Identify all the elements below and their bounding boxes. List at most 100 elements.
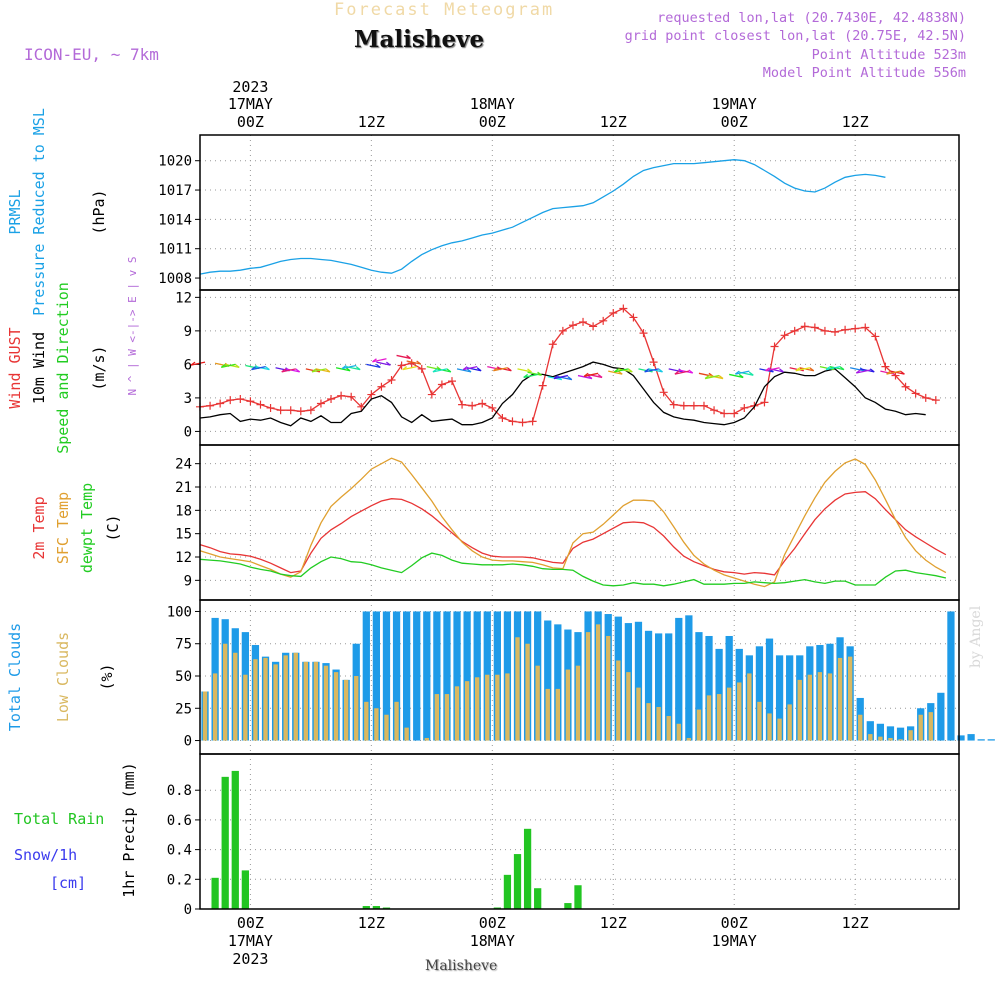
wind-direction-arrow-head xyxy=(583,372,589,377)
wind-direction-arrow-head xyxy=(738,373,744,378)
time-axis-bottom-label: 00Z xyxy=(237,914,264,932)
wind-direction-arrow-head xyxy=(462,366,468,371)
low-cloud-bar xyxy=(545,688,550,741)
gust-marker xyxy=(528,417,537,426)
gust-marker xyxy=(377,382,386,391)
y-tick-label: 1017 xyxy=(158,183,192,199)
panel4-side-label: Total Clouds xyxy=(6,623,24,731)
low-cloud-bar xyxy=(696,709,702,741)
y-tick-label: 9 xyxy=(184,324,192,340)
wind-direction-arrow xyxy=(315,368,331,373)
panel2-y-label: (m/s) xyxy=(90,345,108,390)
wind-direction-arrow xyxy=(644,368,659,373)
gust-marker xyxy=(891,371,900,380)
y-tick-label: 0.2 xyxy=(167,872,192,888)
wind-direction-arrow xyxy=(850,367,865,372)
rain-bar xyxy=(231,770,239,909)
low-cloud-bar xyxy=(374,708,379,741)
gust-marker xyxy=(820,326,829,335)
total-cloud-bar xyxy=(372,611,381,741)
total-cloud-bar xyxy=(675,617,683,741)
wind-direction-arrow-head xyxy=(506,367,512,372)
time-axis-top-label: 00Z xyxy=(479,113,506,131)
low-cloud-bar xyxy=(606,635,611,741)
rain-bar xyxy=(513,854,522,909)
low-cloud-bar xyxy=(515,637,520,741)
total-cloud-bar xyxy=(705,635,713,741)
gust-marker xyxy=(790,326,799,335)
rain-bar xyxy=(564,903,572,909)
time-axis-bottom-label: 12Z xyxy=(600,914,627,932)
y-tick-label: 0.8 xyxy=(167,783,192,799)
y-tick-label: 0.4 xyxy=(167,843,192,859)
gust-marker xyxy=(206,401,215,410)
panel5-side-label-rain: Total Rain xyxy=(14,810,104,828)
wind-direction-arrow xyxy=(523,373,538,379)
time-axis-bottom-label: 18MAY xyxy=(470,932,515,950)
y-tick-label: 0 xyxy=(184,424,192,440)
wind-direction-arrow-head xyxy=(825,366,831,371)
wind-direction-arrow-head xyxy=(432,368,438,373)
wind-direction-arrow xyxy=(856,369,871,374)
wind-direction-arrow-head xyxy=(527,368,532,373)
gust-marker xyxy=(427,390,436,399)
gust-marker xyxy=(538,381,547,390)
wind-direction-arrow xyxy=(668,368,683,373)
low-cloud-bar xyxy=(485,674,490,741)
gust-marker xyxy=(246,397,255,406)
gust-marker xyxy=(256,400,265,409)
y-tick-label: 75 xyxy=(175,637,192,653)
gust-marker xyxy=(599,316,608,325)
gust-marker xyxy=(720,409,729,418)
wind-direction-arrow-head xyxy=(617,370,623,375)
gust-marker xyxy=(770,342,779,351)
y-tick-label: 21 xyxy=(175,480,192,496)
gust-marker xyxy=(901,382,910,391)
low-cloud-bar xyxy=(727,687,732,741)
wind-direction-arrow xyxy=(255,365,270,371)
low-cloud-bar xyxy=(686,737,692,741)
total-cloud-bar xyxy=(413,611,421,741)
rain-bar xyxy=(372,906,381,909)
total-cloud-bar xyxy=(362,611,370,741)
panel-3: 9 12 15 18 21 24 xyxy=(175,444,960,601)
wind-direction-arrow-head xyxy=(251,366,256,371)
wind-direction-arrow-head xyxy=(345,367,351,372)
total-cloud-bar xyxy=(544,620,552,741)
wind-direction-arrow-head xyxy=(493,367,498,372)
low-cloud-bar xyxy=(908,730,913,741)
low-cloud-bar xyxy=(636,687,641,741)
gust-marker xyxy=(639,329,648,338)
panel-5: 0 0.2 0.4 0.6 0.8 xyxy=(167,753,960,918)
wind-direction-arrow xyxy=(553,374,569,380)
y-tick-label: 3 xyxy=(184,391,192,407)
wind-direction-arrow xyxy=(493,367,508,372)
gust-marker xyxy=(306,406,315,415)
panel5-y-label: 1hr Precip (mm) xyxy=(120,762,138,897)
total-cloud-bar xyxy=(654,633,663,741)
gust-marker xyxy=(568,321,577,330)
low-cloud-bar xyxy=(575,665,581,741)
gust-marker xyxy=(851,324,860,333)
low-cloud-bar xyxy=(303,661,309,741)
gust-marker xyxy=(316,399,325,408)
gust-marker xyxy=(740,403,749,412)
wind-direction-arrow xyxy=(517,368,532,373)
wind-direction-arrow-head xyxy=(718,375,724,380)
gust-marker xyxy=(710,406,719,415)
wind-direction-arrow xyxy=(366,363,381,369)
wind-direction-arrow-head xyxy=(523,373,529,378)
time-axis-bottom-label: 00Z xyxy=(479,914,506,932)
total-cloud-bar xyxy=(786,655,794,741)
wind-direction-arrow xyxy=(608,370,623,375)
low-cloud-bar xyxy=(585,632,591,741)
wind-direction-arrow xyxy=(456,368,472,373)
series-line-wind-gust xyxy=(199,307,936,424)
wind-direction-arrow-head xyxy=(386,361,391,366)
wind-direction-arrow xyxy=(305,368,320,373)
y-tick-label: 6 xyxy=(184,357,192,373)
gust-marker xyxy=(266,403,275,412)
wind-direction-arrow-head xyxy=(839,366,845,371)
low-cloud-bar xyxy=(253,659,258,741)
panel1-side-label: Pressure Reduced to MSL xyxy=(30,108,48,316)
